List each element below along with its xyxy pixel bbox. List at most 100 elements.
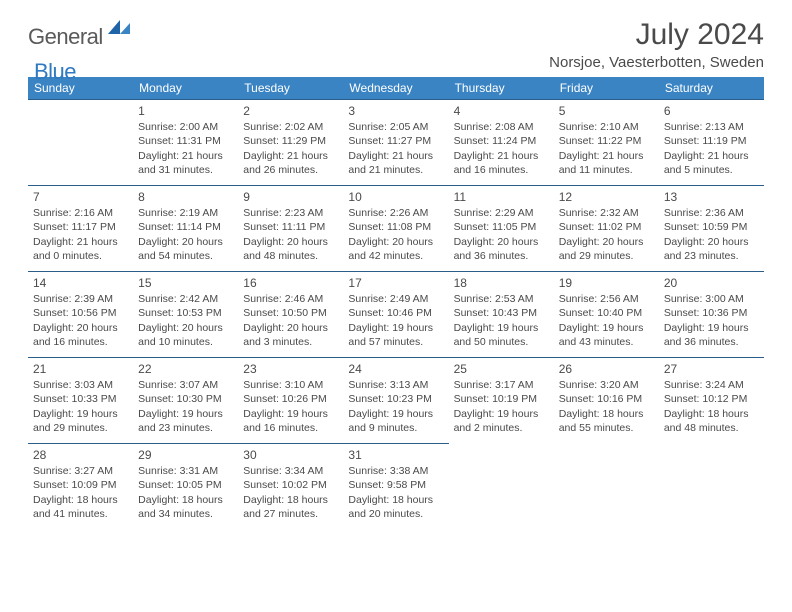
daylight-text: and 9 minutes.: [348, 421, 443, 435]
sunset-text: Sunset: 10:26 PM: [243, 392, 338, 406]
calendar-cell: 20Sunrise: 3:00 AMSunset: 10:36 PMDaylig…: [659, 272, 764, 358]
daylight-text: and 55 minutes.: [559, 421, 654, 435]
daylight-text: Daylight: 19 hours: [348, 407, 443, 421]
calendar-cell: 2Sunrise: 2:02 AMSunset: 11:29 PMDayligh…: [238, 100, 343, 186]
calendar-cell: 27Sunrise: 3:24 AMSunset: 10:12 PMDaylig…: [659, 358, 764, 444]
daylight-text: and 16 minutes.: [243, 421, 338, 435]
calendar-cell: 29Sunrise: 3:31 AMSunset: 10:05 PMDaylig…: [133, 444, 238, 530]
sunset-text: Sunset: 10:56 PM: [33, 306, 128, 320]
daylight-text: Daylight: 20 hours: [138, 321, 233, 335]
day-number: 3: [348, 103, 443, 119]
calendar-cell: 17Sunrise: 2:49 AMSunset: 10:46 PMDaylig…: [343, 272, 448, 358]
daylight-text: Daylight: 18 hours: [243, 493, 338, 507]
sunrise-text: Sunrise: 2:29 AM: [454, 206, 549, 220]
calendar-row: 21Sunrise: 3:03 AMSunset: 10:33 PMDaylig…: [28, 358, 764, 444]
sunrise-text: Sunrise: 3:31 AM: [138, 464, 233, 478]
calendar-cell: 13Sunrise: 2:36 AMSunset: 10:59 PMDaylig…: [659, 186, 764, 272]
sunset-text: Sunset: 10:43 PM: [454, 306, 549, 320]
calendar-cell: 26Sunrise: 3:20 AMSunset: 10:16 PMDaylig…: [554, 358, 659, 444]
daylight-text: and 57 minutes.: [348, 335, 443, 349]
sunset-text: Sunset: 10:12 PM: [664, 392, 759, 406]
day-number: 25: [454, 361, 549, 377]
daylight-text: Daylight: 20 hours: [348, 235, 443, 249]
sunrise-text: Sunrise: 2:46 AM: [243, 292, 338, 306]
weekday-header-row: Sunday Monday Tuesday Wednesday Thursday…: [28, 77, 764, 100]
daylight-text: and 5 minutes.: [664, 163, 759, 177]
sunrise-text: Sunrise: 3:07 AM: [138, 378, 233, 392]
day-number: 24: [348, 361, 443, 377]
sunrise-text: Sunrise: 3:34 AM: [243, 464, 338, 478]
sunrise-text: Sunrise: 2:39 AM: [33, 292, 128, 306]
location-text: Norsjoe, Vaesterbotten, Sweden: [549, 54, 764, 71]
day-number: 15: [138, 275, 233, 291]
sunset-text: Sunset: 10:46 PM: [348, 306, 443, 320]
daylight-text: and 16 minutes.: [454, 163, 549, 177]
sunset-text: Sunset: 11:11 PM: [243, 220, 338, 234]
daylight-text: Daylight: 18 hours: [348, 493, 443, 507]
calendar-table: Sunday Monday Tuesday Wednesday Thursday…: [28, 77, 764, 530]
sunset-text: Sunset: 10:40 PM: [559, 306, 654, 320]
daylight-text: Daylight: 19 hours: [243, 407, 338, 421]
day-number: 13: [664, 189, 759, 205]
daylight-text: Daylight: 21 hours: [664, 149, 759, 163]
daylight-text: Daylight: 21 hours: [243, 149, 338, 163]
sunset-text: Sunset: 10:36 PM: [664, 306, 759, 320]
daylight-text: Daylight: 20 hours: [559, 235, 654, 249]
day-number: 12: [559, 189, 654, 205]
calendar-cell: 7Sunrise: 2:16 AMSunset: 11:17 PMDayligh…: [28, 186, 133, 272]
sunset-text: Sunset: 11:27 PM: [348, 134, 443, 148]
day-number: 8: [138, 189, 233, 205]
sunset-text: Sunset: 10:16 PM: [559, 392, 654, 406]
sunrise-text: Sunrise: 2:19 AM: [138, 206, 233, 220]
daylight-text: and 27 minutes.: [243, 507, 338, 521]
daylight-text: and 54 minutes.: [138, 249, 233, 263]
calendar-cell: 19Sunrise: 2:56 AMSunset: 10:40 PMDaylig…: [554, 272, 659, 358]
calendar-cell: 9Sunrise: 2:23 AMSunset: 11:11 PMDayligh…: [238, 186, 343, 272]
day-number: 29: [138, 447, 233, 463]
daylight-text: and 16 minutes.: [33, 335, 128, 349]
daylight-text: and 31 minutes.: [138, 163, 233, 177]
sunset-text: Sunset: 11:05 PM: [454, 220, 549, 234]
daylight-text: and 11 minutes.: [559, 163, 654, 177]
calendar-cell: 6Sunrise: 2:13 AMSunset: 11:19 PMDayligh…: [659, 100, 764, 186]
daylight-text: and 36 minutes.: [664, 335, 759, 349]
day-number: 9: [243, 189, 338, 205]
calendar-page: General July 2024 Norsjoe, Vaesterbotten…: [0, 0, 792, 548]
day-number: 18: [454, 275, 549, 291]
sunrise-text: Sunrise: 3:17 AM: [454, 378, 549, 392]
daylight-text: and 23 minutes.: [664, 249, 759, 263]
sunrise-text: Sunrise: 2:05 AM: [348, 120, 443, 134]
logo-word-2: Blue: [34, 59, 76, 85]
calendar-cell: 30Sunrise: 3:34 AMSunset: 10:02 PMDaylig…: [238, 444, 343, 530]
daylight-text: Daylight: 19 hours: [664, 321, 759, 335]
weekday-header: Tuesday: [238, 77, 343, 100]
daylight-text: Daylight: 19 hours: [348, 321, 443, 335]
day-number: 10: [348, 189, 443, 205]
day-number: 20: [664, 275, 759, 291]
day-number: 17: [348, 275, 443, 291]
sunrise-text: Sunrise: 2:32 AM: [559, 206, 654, 220]
sunrise-text: Sunrise: 3:24 AM: [664, 378, 759, 392]
calendar-cell: 1Sunrise: 2:00 AMSunset: 11:31 PMDayligh…: [133, 100, 238, 186]
day-number: 4: [454, 103, 549, 119]
page-header: General July 2024 Norsjoe, Vaesterbotten…: [28, 18, 764, 71]
sunrise-text: Sunrise: 2:26 AM: [348, 206, 443, 220]
calendar-cell: 21Sunrise: 3:03 AMSunset: 10:33 PMDaylig…: [28, 358, 133, 444]
daylight-text: and 42 minutes.: [348, 249, 443, 263]
logo-word-1: General: [28, 24, 103, 50]
calendar-cell: 31Sunrise: 3:38 AMSunset: 9:58 PMDayligh…: [343, 444, 448, 530]
daylight-text: Daylight: 19 hours: [138, 407, 233, 421]
daylight-text: Daylight: 20 hours: [454, 235, 549, 249]
calendar-cell: [449, 444, 554, 530]
sunset-text: Sunset: 10:05 PM: [138, 478, 233, 492]
sunset-text: Sunset: 10:33 PM: [33, 392, 128, 406]
weekday-header: Monday: [133, 77, 238, 100]
calendar-row: 28Sunrise: 3:27 AMSunset: 10:09 PMDaylig…: [28, 444, 764, 530]
day-number: 2: [243, 103, 338, 119]
calendar-cell: 11Sunrise: 2:29 AMSunset: 11:05 PMDaylig…: [449, 186, 554, 272]
daylight-text: and 21 minutes.: [348, 163, 443, 177]
sunrise-text: Sunrise: 3:38 AM: [348, 464, 443, 478]
sunrise-text: Sunrise: 2:13 AM: [664, 120, 759, 134]
sunset-text: Sunset: 11:19 PM: [664, 134, 759, 148]
sunset-text: Sunset: 9:58 PM: [348, 478, 443, 492]
